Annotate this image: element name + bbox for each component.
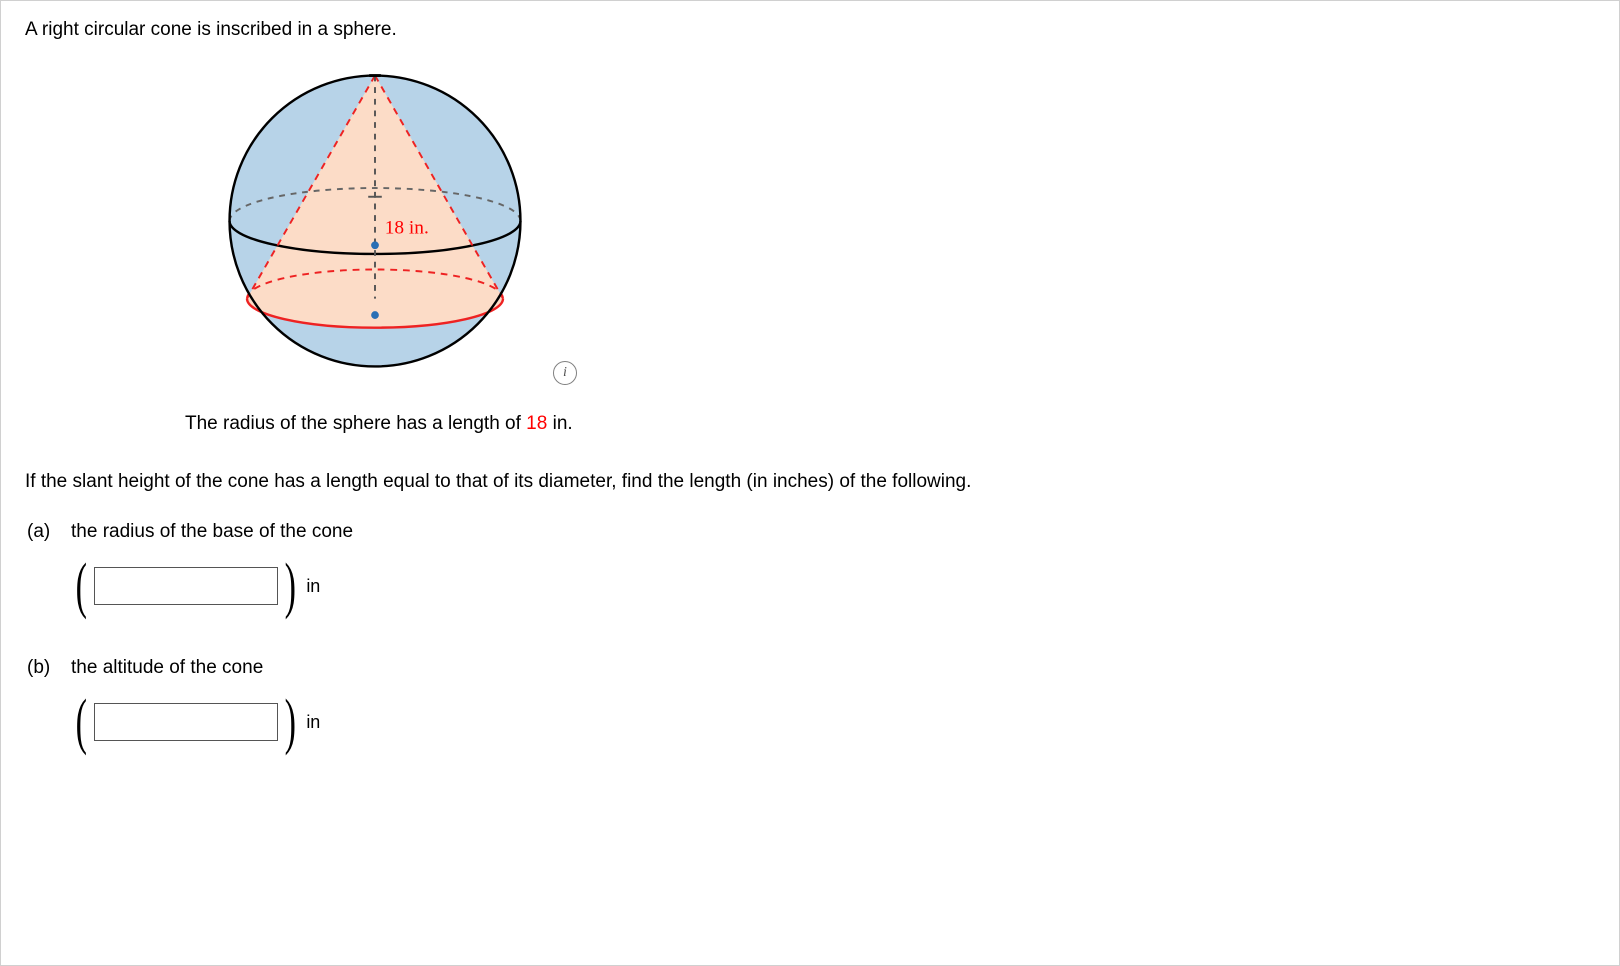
part-b-label: (b) — [25, 657, 71, 679]
part-b-answer-row: ( ) in — [71, 691, 1595, 753]
close-paren-icon: ) — [284, 555, 295, 617]
part-b-text: the altitude of the cone — [71, 657, 263, 679]
part-b-unit: in — [306, 712, 320, 733]
close-paren-icon: ) — [284, 691, 295, 753]
info-icon[interactable]: i — [553, 361, 577, 385]
caption-suffix: in. — [547, 413, 572, 434]
caption-prefix: The radius of the sphere has a length of — [185, 413, 526, 434]
radius-label: 18 in. — [385, 218, 429, 239]
part-a-label: (a) — [25, 521, 71, 543]
cone-in-sphere-diagram: 18 in. — [185, 61, 565, 381]
open-paren-icon: ( — [76, 691, 87, 753]
open-paren-icon: ( — [76, 555, 87, 617]
part-a-unit: in — [306, 576, 320, 597]
figure-caption: The radius of the sphere has a length of… — [185, 413, 1595, 435]
part-b-answer-input[interactable] — [94, 703, 278, 741]
info-icon-text: i — [563, 365, 567, 381]
part-a-answer-input[interactable] — [94, 567, 278, 605]
prompt-text: A right circular cone is inscribed in a … — [25, 19, 1595, 41]
question-container: A right circular cone is inscribed in a … — [0, 0, 1620, 966]
figure-area: 18 in. i — [185, 61, 585, 391]
part-a: (a) the radius of the base of the cone (… — [25, 521, 1595, 617]
caption-value: 18 — [526, 413, 547, 434]
part-b: (b) the altitude of the cone ( ) in — [25, 657, 1595, 753]
instruction-text: If the slant height of the cone has a le… — [25, 471, 1595, 493]
part-a-text: the radius of the base of the cone — [71, 521, 353, 543]
part-a-answer-row: ( ) in — [71, 555, 1595, 617]
